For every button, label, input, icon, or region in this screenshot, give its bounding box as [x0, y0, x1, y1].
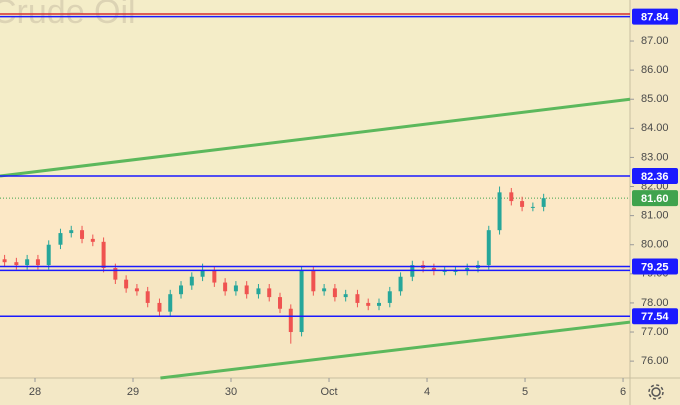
candle-body — [124, 279, 129, 289]
candle-body — [90, 238, 95, 242]
x-tick-label: 4 — [424, 386, 430, 398]
candle-body — [134, 288, 139, 292]
last-price-box — [632, 190, 678, 207]
level-label: 77.54 — [641, 311, 669, 323]
y-tick-label: 83.00 — [641, 151, 669, 163]
settings-icon[interactable] — [648, 384, 664, 400]
watermark: Crude Oil — [0, 0, 136, 31]
candle-body — [168, 294, 173, 312]
level-label-box — [632, 258, 678, 275]
x-tick-label: 6 — [620, 386, 626, 398]
candle-body — [256, 288, 261, 295]
candle-body — [465, 268, 470, 271]
candle-body — [486, 230, 491, 266]
candle-body — [189, 276, 194, 286]
level-label: 82.36 — [641, 171, 669, 183]
y-tick-label: 80.00 — [641, 239, 669, 251]
level-label-box — [632, 168, 678, 185]
candle-body — [442, 270, 447, 272]
zones — [0, 0, 630, 378]
y-tick-label: 87.00 — [641, 35, 669, 47]
candle-body — [332, 288, 337, 298]
x-tick-label: 29 — [127, 386, 139, 398]
y-tick-label: 81.00 — [641, 210, 669, 222]
candle-body — [278, 297, 283, 309]
candle-body — [212, 270, 217, 283]
candle-body — [366, 302, 371, 306]
candle-body — [288, 308, 293, 333]
candle-body — [267, 288, 272, 298]
candle-body — [80, 230, 85, 239]
candle-body — [223, 282, 228, 292]
level-label: 87.84 — [641, 11, 669, 23]
y-tick-label: 78.00 — [641, 297, 669, 309]
candle-body — [46, 244, 51, 266]
y-tick-label: 84.00 — [641, 122, 669, 134]
candle-body — [541, 198, 546, 207]
candle-body — [431, 268, 436, 271]
candle-body — [311, 270, 316, 292]
x-tick-label: 28 — [29, 386, 41, 398]
level-label-box — [632, 8, 678, 25]
candle-body — [398, 276, 403, 292]
candle-body — [14, 262, 19, 266]
candle-body — [58, 233, 63, 245]
x-tick-label: Oct — [320, 386, 337, 398]
y-tick-label: 77.00 — [641, 326, 669, 338]
candle-body — [376, 302, 381, 306]
candle-body — [2, 259, 7, 263]
zone — [0, 176, 630, 267]
y-tick-label: 76.00 — [641, 355, 669, 367]
y-tick-label: 85.00 — [641, 93, 669, 105]
trendline — [160, 320, 631, 380]
candle-body — [355, 294, 360, 303]
level-label: 79.25 — [641, 261, 669, 273]
candle-body — [35, 259, 40, 266]
candle-body — [25, 259, 30, 266]
candle-body — [497, 192, 502, 231]
y-tick-label: 86.00 — [641, 64, 669, 76]
candle-body — [233, 285, 238, 292]
candle-body — [387, 291, 392, 303]
candle-body — [453, 270, 458, 272]
candle-body — [509, 192, 514, 202]
candle-body — [520, 201, 525, 207]
candle-body — [343, 294, 348, 298]
x-tick-label: 30 — [225, 386, 237, 398]
candle-body — [145, 291, 150, 303]
zone — [0, 0, 630, 177]
trendline — [0, 97, 631, 178]
last-price-label: 81.60 — [641, 193, 669, 205]
candle-body — [69, 230, 74, 234]
x-tick-label: 5 — [522, 386, 528, 398]
candle-body — [179, 285, 184, 295]
candle-body — [200, 270, 205, 277]
candle-body — [530, 206, 535, 208]
level-label-box — [632, 308, 678, 325]
candle-body — [244, 285, 249, 295]
candle-body — [322, 288, 327, 292]
candle-body — [299, 270, 304, 333]
candle-body — [113, 268, 118, 280]
candle-body — [101, 241, 106, 269]
candle-body — [157, 302, 162, 312]
